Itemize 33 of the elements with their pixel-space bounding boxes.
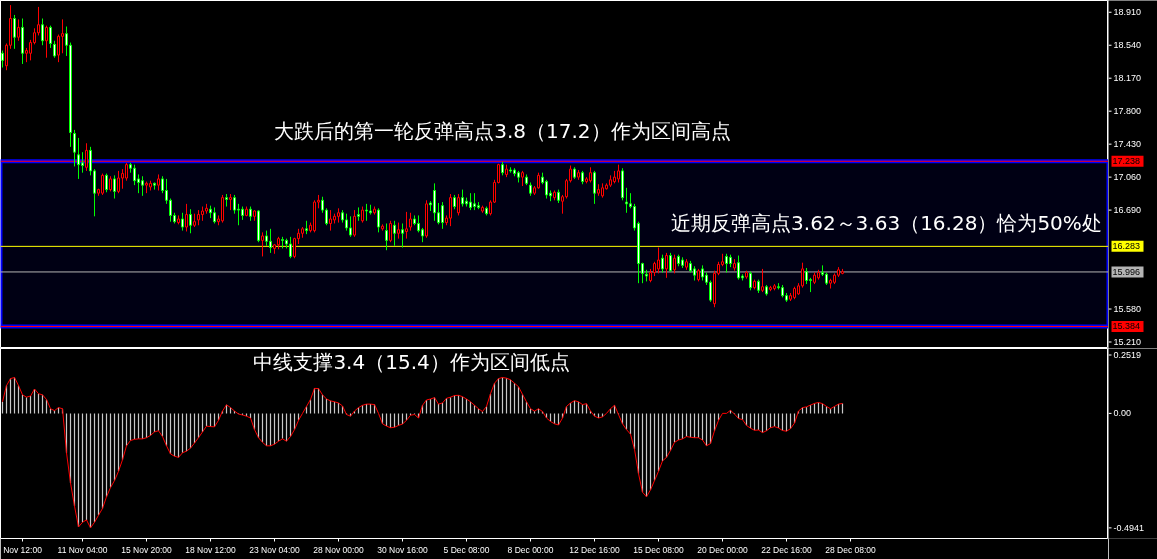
ref-line-label: 16.283 (1112, 241, 1141, 252)
x-tick-label: 15 Nov 20:00 (121, 544, 173, 555)
x-tick-label: 18 Nov 12:00 (185, 544, 237, 555)
ref-line-label: 15.996 (1112, 266, 1141, 277)
y-tick-label: 18.170 (1113, 73, 1142, 84)
x-tick-label: 11 Nov 04:00 (57, 544, 108, 555)
y-tick-label: 15.580 (1113, 304, 1142, 315)
x-tick-label: 23 Nov 04:00 (249, 544, 301, 555)
x-tick-label: 28 Nov 00:00 (313, 544, 365, 555)
ref-line-label: 15.384 (1112, 321, 1141, 332)
x-tick-label: 30 Nov 16:00 (377, 544, 429, 555)
y-tick-label: 18.910 (1113, 7, 1142, 18)
y-tick-label: -0.4941 (1113, 522, 1145, 533)
y-tick-label: 0.00 (1113, 408, 1132, 419)
y-tick-label: 17.060 (1113, 172, 1142, 183)
x-tick-label: 20 Dec 00:00 (697, 544, 749, 555)
x-tick-label: 8 Dec 00:00 (507, 544, 554, 555)
x-tick-label: 22 Dec 16:00 (761, 544, 813, 555)
y-tick-label: 18.540 (1113, 40, 1142, 51)
y-tick-label: 15.210 (1113, 336, 1142, 347)
ref-line-label: 17.238 (1112, 156, 1141, 167)
x-tick-label: 5 Dec 08:00 (443, 544, 490, 555)
x-tick-label: 12 Dec 16:00 (569, 544, 621, 555)
y-tick-label: 16.690 (1113, 205, 1142, 216)
x-tick-label: 28 Dec 08:00 (825, 544, 877, 555)
y-tick-label: 17.800 (1113, 106, 1142, 117)
x-tick-label: Nov 12:00 (3, 544, 43, 555)
y-tick-label: 0.2519 (1113, 350, 1142, 361)
annotation: 中线支撑3.4（15.4）作为区间低点 (253, 349, 570, 374)
annotation: 大跌后的第一轮反弹高点3.8（17.2）作为区间高点 (274, 119, 731, 144)
annotation: 近期反弹高点3.62～3.63（16.28）恰为50%处 (671, 211, 1102, 236)
y-tick-label: 17.430 (1113, 139, 1142, 150)
x-tick-label: 15 Dec 08:00 (633, 544, 685, 555)
